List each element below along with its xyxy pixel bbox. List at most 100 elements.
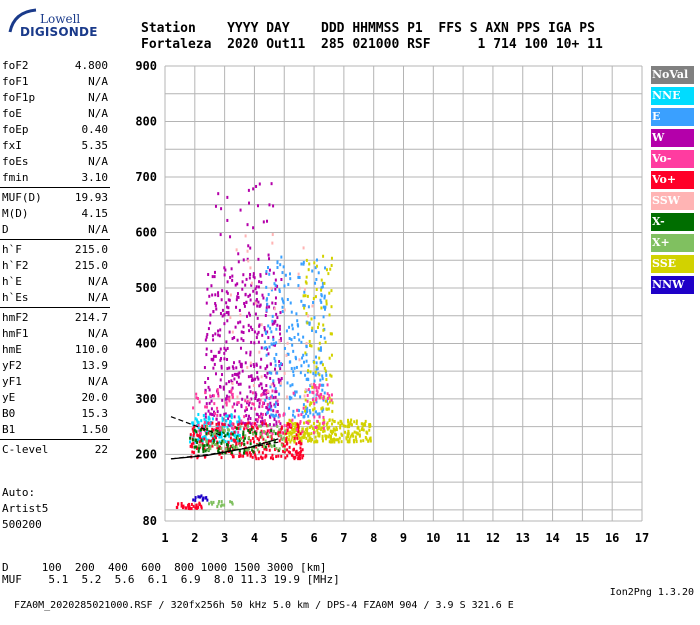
echo-point: [319, 335, 322, 339]
param-name: foF1p: [2, 91, 36, 104]
echo-point: [227, 423, 230, 427]
echo-point: [236, 292, 239, 296]
x-tick-label: 17: [635, 531, 649, 545]
echo-point: [330, 353, 333, 357]
echo-point: [291, 327, 294, 331]
echo-point: [219, 445, 222, 449]
echo-point: [338, 436, 341, 440]
echo-point: [340, 422, 343, 426]
echo-point: [282, 301, 285, 305]
echo-point: [237, 433, 240, 437]
echo-point: [296, 436, 299, 440]
echo-point: [299, 421, 302, 425]
echo-point: [286, 341, 289, 345]
echo-point: [259, 303, 262, 307]
echo-point: [319, 361, 322, 365]
echo-point: [275, 455, 278, 459]
echo-point: [266, 441, 269, 445]
echo-point: [268, 268, 271, 272]
echo-point: [341, 433, 344, 437]
echo-point: [311, 328, 314, 332]
echo-point: [213, 275, 216, 279]
echo-point: [312, 422, 315, 426]
echo-point: [216, 388, 219, 392]
echo-point: [257, 257, 260, 261]
echo-point: [367, 439, 370, 443]
echo-point: [278, 327, 281, 331]
echo-point: [243, 415, 246, 419]
echo-point: [297, 455, 300, 459]
echo-point: [210, 284, 213, 288]
echo-point: [347, 423, 350, 427]
echo-point: [268, 414, 271, 418]
echo-point: [300, 262, 303, 266]
echo-point: [234, 325, 237, 329]
echo-point: [320, 294, 323, 298]
echo-point: [315, 440, 318, 444]
echo-point: [292, 409, 295, 413]
echo-point: [288, 395, 291, 399]
echo-point: [315, 365, 318, 369]
echo-point: [192, 433, 195, 437]
echo-point: [261, 333, 264, 337]
echo-point: [265, 346, 268, 350]
legend-item: Vo-: [651, 150, 694, 168]
echo-point: [192, 432, 195, 436]
echo-point: [278, 439, 281, 443]
echo-point: [346, 425, 349, 429]
echo-point: [254, 434, 257, 438]
echo-point: [339, 426, 342, 430]
echo-point: [246, 257, 249, 261]
echo-point: [266, 433, 269, 437]
echo-point: [233, 445, 236, 449]
echo-point: [328, 396, 331, 400]
echo-point: [302, 454, 305, 458]
echo-point: [255, 362, 258, 366]
echo-point: [239, 362, 242, 366]
echo-point: [273, 440, 276, 444]
echo-point: [311, 269, 314, 273]
echo-point: [303, 414, 306, 418]
echo-point: [201, 436, 204, 440]
param-row: foF1 N/A: [0, 74, 110, 90]
x-tick-label: 15: [575, 531, 589, 545]
echo-point: [290, 310, 293, 314]
echo-point: [308, 403, 311, 407]
echo-point: [286, 424, 289, 428]
echo-point: [226, 443, 229, 447]
echo-point: [318, 424, 321, 428]
echo-point: [292, 422, 295, 426]
echo-point: [328, 356, 331, 360]
echo-point: [202, 450, 205, 454]
echo-point: [328, 394, 331, 398]
echo-point: [247, 244, 250, 248]
echo-point: [239, 427, 242, 431]
echo-point: [317, 322, 320, 326]
echo-point: [255, 291, 258, 295]
param-value: 4.15: [81, 207, 109, 220]
footer-distance-row: D 100 200 400 600 800 1000 1500 3000 [km…: [2, 561, 327, 574]
echo-point: [240, 419, 243, 423]
echo-point: [323, 296, 326, 300]
echo-point: [280, 443, 283, 447]
echo-point: [280, 255, 283, 259]
echo-point: [214, 304, 217, 308]
echo-point: [277, 432, 280, 436]
x-tick-label: 8: [370, 531, 377, 545]
echo-point: [324, 434, 327, 438]
echo-point: [254, 455, 257, 459]
echo-point: [210, 399, 213, 403]
echo-point: [254, 287, 257, 291]
echo-point: [245, 277, 248, 281]
echo-point: [265, 270, 268, 274]
echo-point: [270, 286, 273, 290]
echo-point: [211, 413, 214, 417]
echo-point: [230, 432, 233, 436]
echo-point: [346, 432, 349, 436]
echo-point: [296, 323, 299, 327]
echo-point: [221, 422, 224, 426]
echo-point: [297, 332, 300, 336]
echo-point: [272, 338, 275, 342]
echo-point: [243, 451, 246, 455]
echo-point: [318, 356, 321, 360]
